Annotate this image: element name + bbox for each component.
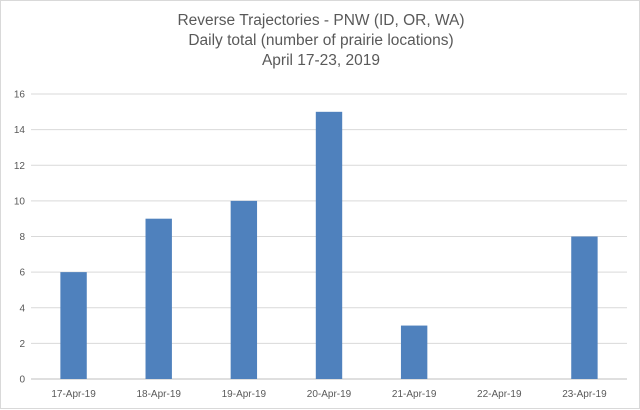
y-tick-label: 4 bbox=[19, 303, 25, 314]
y-tick-label: 14 bbox=[14, 125, 26, 136]
bar-18-Apr-19 bbox=[145, 218, 172, 379]
x-axis-tick-labels: 17-Apr-19 18-Apr-19 19-Apr-19 20-Apr-19 21-A… bbox=[51, 389, 607, 400]
bar-19-Apr-19 bbox=[230, 200, 258, 379]
x-tick-label: 18-Apr-19 bbox=[136, 389, 181, 400]
x-tick-label: 22-Apr-19 bbox=[477, 389, 522, 400]
bars bbox=[60, 111, 598, 379]
x-tick-label: 19-Apr-19 bbox=[222, 389, 267, 400]
bar-23-Apr-19 bbox=[571, 236, 598, 379]
x-tick-label: 17-Apr-19 bbox=[51, 389, 96, 400]
y-tick-label: 10 bbox=[14, 196, 26, 207]
chart-title: Reverse Trajectories - PNW (ID, OR, WA) … bbox=[1, 11, 640, 71]
y-tick-label: 8 bbox=[19, 232, 25, 243]
bar-21-Apr-19 bbox=[400, 325, 428, 379]
x-tick-label: 23-Apr-19 bbox=[562, 389, 607, 400]
chart-title-line-1: Reverse Trajectories - PNW (ID, OR, WA) bbox=[177, 12, 465, 29]
bar-20-Apr-19 bbox=[315, 111, 343, 379]
y-axis-tick-labels: 0 2 4 6 8 10 12 14 16 bbox=[14, 90, 26, 386]
chart-title-line-2: Daily total (number of prairie locations… bbox=[188, 32, 454, 49]
chart-title-line-3: April 17-23, 2019 bbox=[261, 52, 381, 69]
y-tick-label: 6 bbox=[19, 268, 25, 279]
x-tick-label: 20-Apr-19 bbox=[307, 389, 352, 400]
bar-17-Apr-19 bbox=[60, 272, 87, 379]
y-tick-label: 2 bbox=[19, 339, 25, 350]
y-tick-label: 12 bbox=[14, 161, 26, 172]
y-tick-label: 0 bbox=[19, 375, 25, 386]
x-tick-label: 21-Apr-19 bbox=[392, 389, 437, 400]
y-tick-label: 16 bbox=[14, 90, 26, 101]
